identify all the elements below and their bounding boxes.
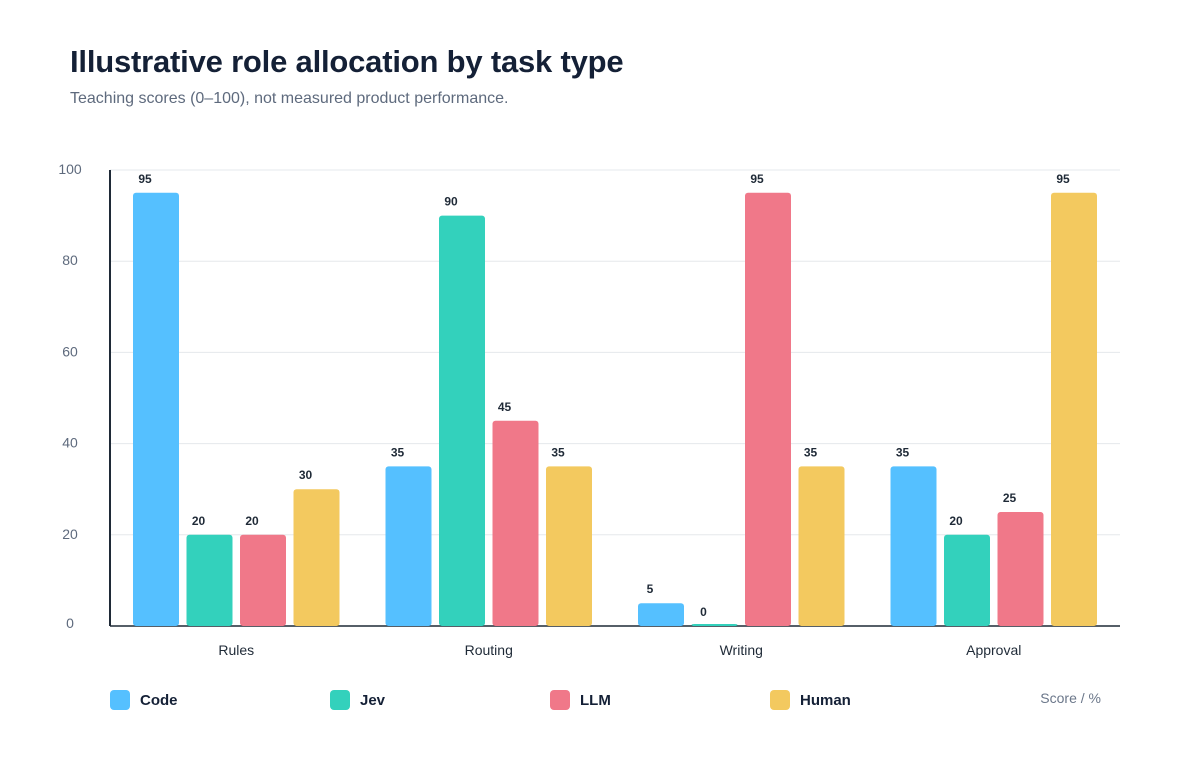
- data-label: 35: [804, 445, 818, 459]
- data-label: 5: [647, 582, 654, 596]
- data-label: 95: [750, 172, 764, 186]
- unit-note: Score / %: [1040, 690, 1101, 706]
- legend-swatch: [550, 690, 570, 710]
- chart-legend: Code Jev LLM Human: [110, 688, 1100, 712]
- bar-code-approval: [890, 466, 937, 626]
- bar-human-rules: [293, 489, 340, 626]
- legend-item-jev: Jev: [330, 688, 385, 712]
- chart-subtitle: Teaching scores (0–100), not measured pr…: [70, 90, 509, 107]
- legend-label: Code: [140, 691, 178, 709]
- x-tick-label: Approval: [966, 642, 1021, 658]
- data-label: 45: [498, 400, 512, 414]
- x-tick-label: Routing: [465, 642, 513, 658]
- legend-item-human: Human: [770, 688, 851, 712]
- data-label: 0: [700, 605, 707, 619]
- bar-llm-routing: [492, 420, 539, 626]
- bar-llm-writing: [745, 192, 791, 627]
- legend-swatch: [770, 690, 790, 710]
- data-label: 30: [299, 468, 313, 482]
- bar-code-rules: [133, 192, 179, 627]
- bar-llm-rules: [240, 534, 286, 626]
- y-tick-label: 60: [62, 343, 78, 359]
- data-label: 35: [896, 445, 910, 459]
- y-tick-label: 40: [62, 435, 78, 451]
- x-tick-label: Writing: [720, 642, 763, 658]
- bar-llm-approval: [997, 512, 1044, 626]
- bar-jev-routing: [439, 215, 485, 626]
- bar-jev-approval: [944, 534, 990, 626]
- data-label: 20: [949, 514, 963, 528]
- bar-human-writing: [798, 466, 845, 626]
- data-label: 95: [1056, 172, 1070, 186]
- data-label: 95: [138, 172, 152, 186]
- bar-jev-rules: [186, 534, 233, 626]
- legend-label: LLM: [580, 691, 611, 709]
- data-label: 20: [192, 514, 206, 528]
- bar-human-routing: [546, 466, 592, 626]
- data-label: 90: [444, 195, 458, 209]
- x-tick-label: Rules: [218, 642, 254, 658]
- data-label: 35: [391, 445, 405, 459]
- data-label: 20: [245, 514, 259, 528]
- y-tick-label: 20: [62, 526, 78, 542]
- legend-swatch: [110, 690, 130, 710]
- legend-label: Jev: [360, 691, 386, 709]
- y-tick-label: 80: [62, 252, 78, 268]
- legend-item-code: Code: [110, 688, 178, 712]
- y-tick-label: 100: [58, 161, 82, 177]
- data-label: 25: [1003, 491, 1017, 505]
- y-tick-label: 0: [66, 615, 74, 631]
- bar-human-approval: [1051, 192, 1097, 627]
- chart-title: Illustrative role allocation by task typ…: [70, 44, 624, 79]
- bar-jev-writing: [691, 624, 738, 626]
- bar-code-routing: [385, 466, 432, 626]
- legend-item-llm: LLM: [550, 688, 611, 712]
- data-label: 35: [551, 445, 565, 459]
- legend-label: Human: [800, 691, 851, 709]
- legend-swatch: [330, 690, 350, 710]
- bar-code-writing: [638, 603, 684, 626]
